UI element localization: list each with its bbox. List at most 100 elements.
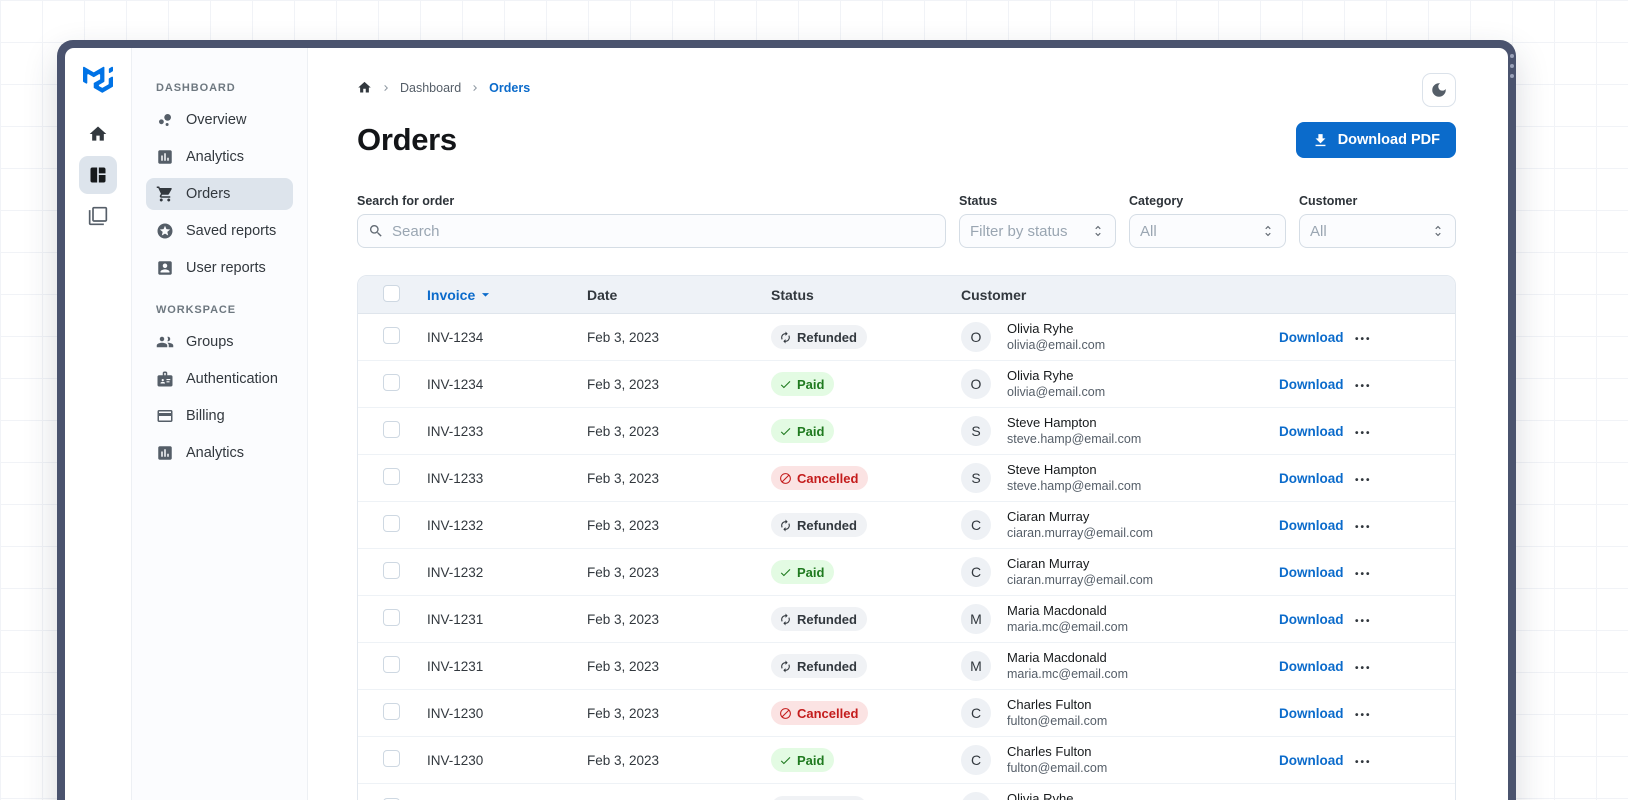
sidebar-item-user-reports[interactable]: User reports [146,252,293,284]
autorenew-icon [779,613,792,626]
column-header-customer: Customer [961,286,1027,303]
category-filter-label: Category [1129,194,1184,208]
more-actions-button[interactable]: ••• [1355,521,1372,533]
status-badge: Refunded [771,607,867,631]
breadcrumb-dashboard[interactable]: Dashboard [400,80,462,95]
sidebar-item-authentication[interactable]: Authentication [146,363,293,395]
chevron-right-icon [380,82,392,94]
date-cell: Feb 3, 2023 [587,423,660,439]
download-link[interactable]: Download [1279,705,1344,721]
invoice-cell: INV-1232 [427,564,484,580]
search-label: Search for order [357,194,455,208]
groups-icon [156,333,174,351]
search-input[interactable] [357,214,946,248]
theme-toggle-button[interactable] [1422,73,1456,107]
more-actions-button[interactable]: ••• [1355,474,1372,486]
row-checkbox[interactable] [383,468,400,485]
layers-icon [88,206,108,226]
row-checkbox[interactable] [383,562,400,579]
more-actions-button[interactable]: ••• [1355,427,1372,439]
table-row: INV-1233 Feb 3, 2023 Paid S Steve Hampto… [358,408,1455,455]
download-link[interactable]: Download [1279,470,1344,486]
customer-email: maria.mc@email.com [1007,620,1129,635]
download-link[interactable]: Download [1279,517,1344,533]
row-checkbox[interactable] [383,656,400,673]
status-badge: Refunded [771,513,867,537]
download-link[interactable]: Download [1279,752,1344,768]
row-checkbox[interactable] [383,515,400,532]
download-pdf-button[interactable]: Download PDF [1295,122,1456,158]
table-row: INV-1234 Feb 3, 2023 Refunded O Olivia R… [358,314,1455,361]
sidebar-item-billing[interactable]: Billing [146,400,293,432]
rail-dashboard-grid-button[interactable] [79,156,117,194]
customer-name: Charles Fulton [1007,696,1092,712]
customer-filter-select[interactable]: All [1299,214,1456,248]
more-actions-button[interactable]: ••• [1355,615,1372,627]
home-icon[interactable] [357,80,372,95]
breadcrumb-orders: Orders [489,80,531,95]
sidebar-item-saved-reports[interactable]: Saved reports [146,215,293,247]
sidebar-item-label: Analytics [186,149,245,165]
more-actions-button[interactable]: ••• [1355,568,1372,580]
customer-name: Ciaran Murray [1007,555,1090,571]
customer-filter-label: Customer [1299,194,1358,208]
download-link[interactable]: Download [1279,564,1344,580]
table-row: INV-1233 Feb 3, 2023 Cancelled S Steve H… [358,455,1455,502]
orders-table: Invoice Date Status Customer INV-1234 Fe… [357,275,1456,800]
row-checkbox[interactable] [383,327,400,344]
row-checkbox[interactable] [383,374,400,391]
sidebar-item-label: Orders [186,186,231,202]
check-icon [779,754,792,767]
sidebar-item-groups[interactable]: Groups [146,326,293,358]
status-filter-select[interactable]: Filter by status [959,214,1116,248]
row-checkbox[interactable] [383,421,400,438]
more-actions-button[interactable]: ••• [1355,333,1372,345]
avatar: C [961,509,991,540]
invoice-cell: INV-1232 [427,517,484,533]
customer-name: Charles Fulton [1007,743,1092,759]
download-link[interactable]: Download [1279,423,1344,439]
sidebar-section-label: DASHBOARD [156,82,236,94]
more-actions-button[interactable]: ••• [1355,709,1372,721]
block-icon [779,707,792,720]
rail-home-button[interactable] [79,115,117,153]
column-header-date: Date [587,286,618,303]
invoice-cell: INV-1231 [427,611,484,627]
customer-name: Olivia Ryhe [1007,367,1074,383]
more-actions-button[interactable]: ••• [1355,662,1372,674]
row-checkbox[interactable] [383,609,400,626]
more-actions-button[interactable]: ••• [1355,380,1372,392]
sidebar-item-overview[interactable]: Overview [146,104,293,136]
search-icon [368,223,384,239]
status-badge: Refunded [771,654,867,678]
more-actions-button[interactable]: ••• [1355,756,1372,768]
category-filter-select[interactable]: All [1129,214,1286,248]
table-header: Invoice Date Status Customer [358,276,1455,314]
select-all-checkbox[interactable] [383,284,400,302]
row-checkbox[interactable] [383,703,400,720]
row-checkbox[interactable] [383,750,400,767]
avatar: O [961,321,991,352]
sidebar-item-label: Saved reports [186,223,277,239]
autorenew-icon [779,660,792,673]
sidebar-item-orders[interactable]: Orders [146,178,293,210]
status-badge: Paid [771,560,835,584]
rail-layers-button[interactable] [79,197,117,235]
check-icon [779,566,792,579]
customer-name: Maria Macdonald [1007,602,1107,618]
window-scrollbar[interactable] [1510,54,1514,78]
customer-name: Steve Hampton [1007,414,1097,430]
download-link[interactable]: Download [1279,611,1344,627]
download-link[interactable]: Download [1279,658,1344,674]
invoice-cell: INV-1233 [427,423,484,439]
sidebar-item-analytics[interactable]: Analytics [146,437,293,469]
download-link[interactable]: Download [1279,329,1344,345]
download-link[interactable]: Download [1279,376,1344,392]
status-badge: Refunded [771,795,867,800]
avatar: O [961,368,991,399]
date-cell: Feb 3, 2023 [587,517,660,533]
sidebar-item-label: User reports [186,260,266,276]
sidebar-item-analytics[interactable]: Analytics [146,141,293,173]
sidebar-item-label: Authentication [186,371,278,387]
column-header-invoice[interactable]: Invoice [427,286,587,303]
